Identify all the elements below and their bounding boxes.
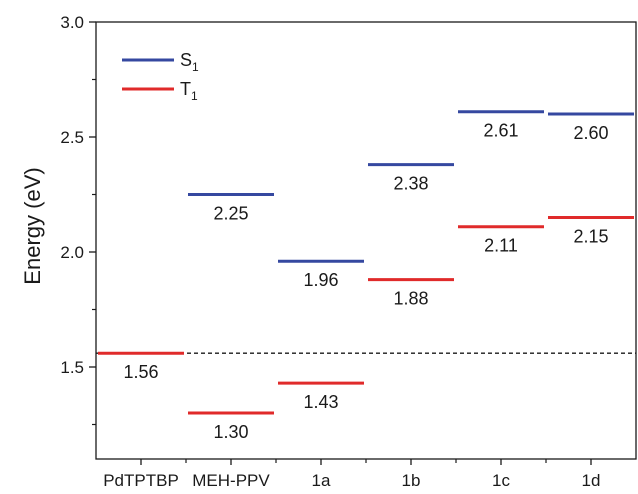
value-label: 1.56 (123, 362, 158, 382)
x-tick-label: MEH-PPV (192, 471, 270, 490)
value-label: 2.38 (393, 174, 428, 194)
value-label: 2.60 (573, 123, 608, 143)
y-tick-label: 1.5 (60, 358, 84, 377)
value-label: 2.11 (484, 236, 518, 256)
value-label: 1.30 (213, 422, 248, 442)
value-label: 1.43 (303, 392, 338, 412)
legend-label: T1 (180, 79, 198, 103)
value-label: 2.61 (483, 121, 518, 141)
y-tick-label: 3.0 (60, 13, 84, 32)
value-label: 1.96 (303, 270, 338, 290)
y-tick-label: 2.5 (60, 128, 84, 147)
x-tick-label: 1b (402, 471, 421, 490)
x-tick-label: 1d (582, 471, 601, 490)
value-label: 2.15 (573, 227, 608, 247)
x-tick-label: 1c (492, 471, 510, 490)
plot-frame (95, 21, 637, 460)
value-label: 2.25 (213, 204, 248, 224)
x-tick-label: 1a (312, 471, 331, 490)
y-axis-title: Energy (eV) (20, 167, 45, 284)
y-tick-label: 2.0 (60, 243, 84, 262)
legend-label: S1 (180, 50, 199, 74)
value-label: 1.88 (393, 289, 428, 309)
x-tick-label: PdTPTBP (103, 471, 179, 490)
